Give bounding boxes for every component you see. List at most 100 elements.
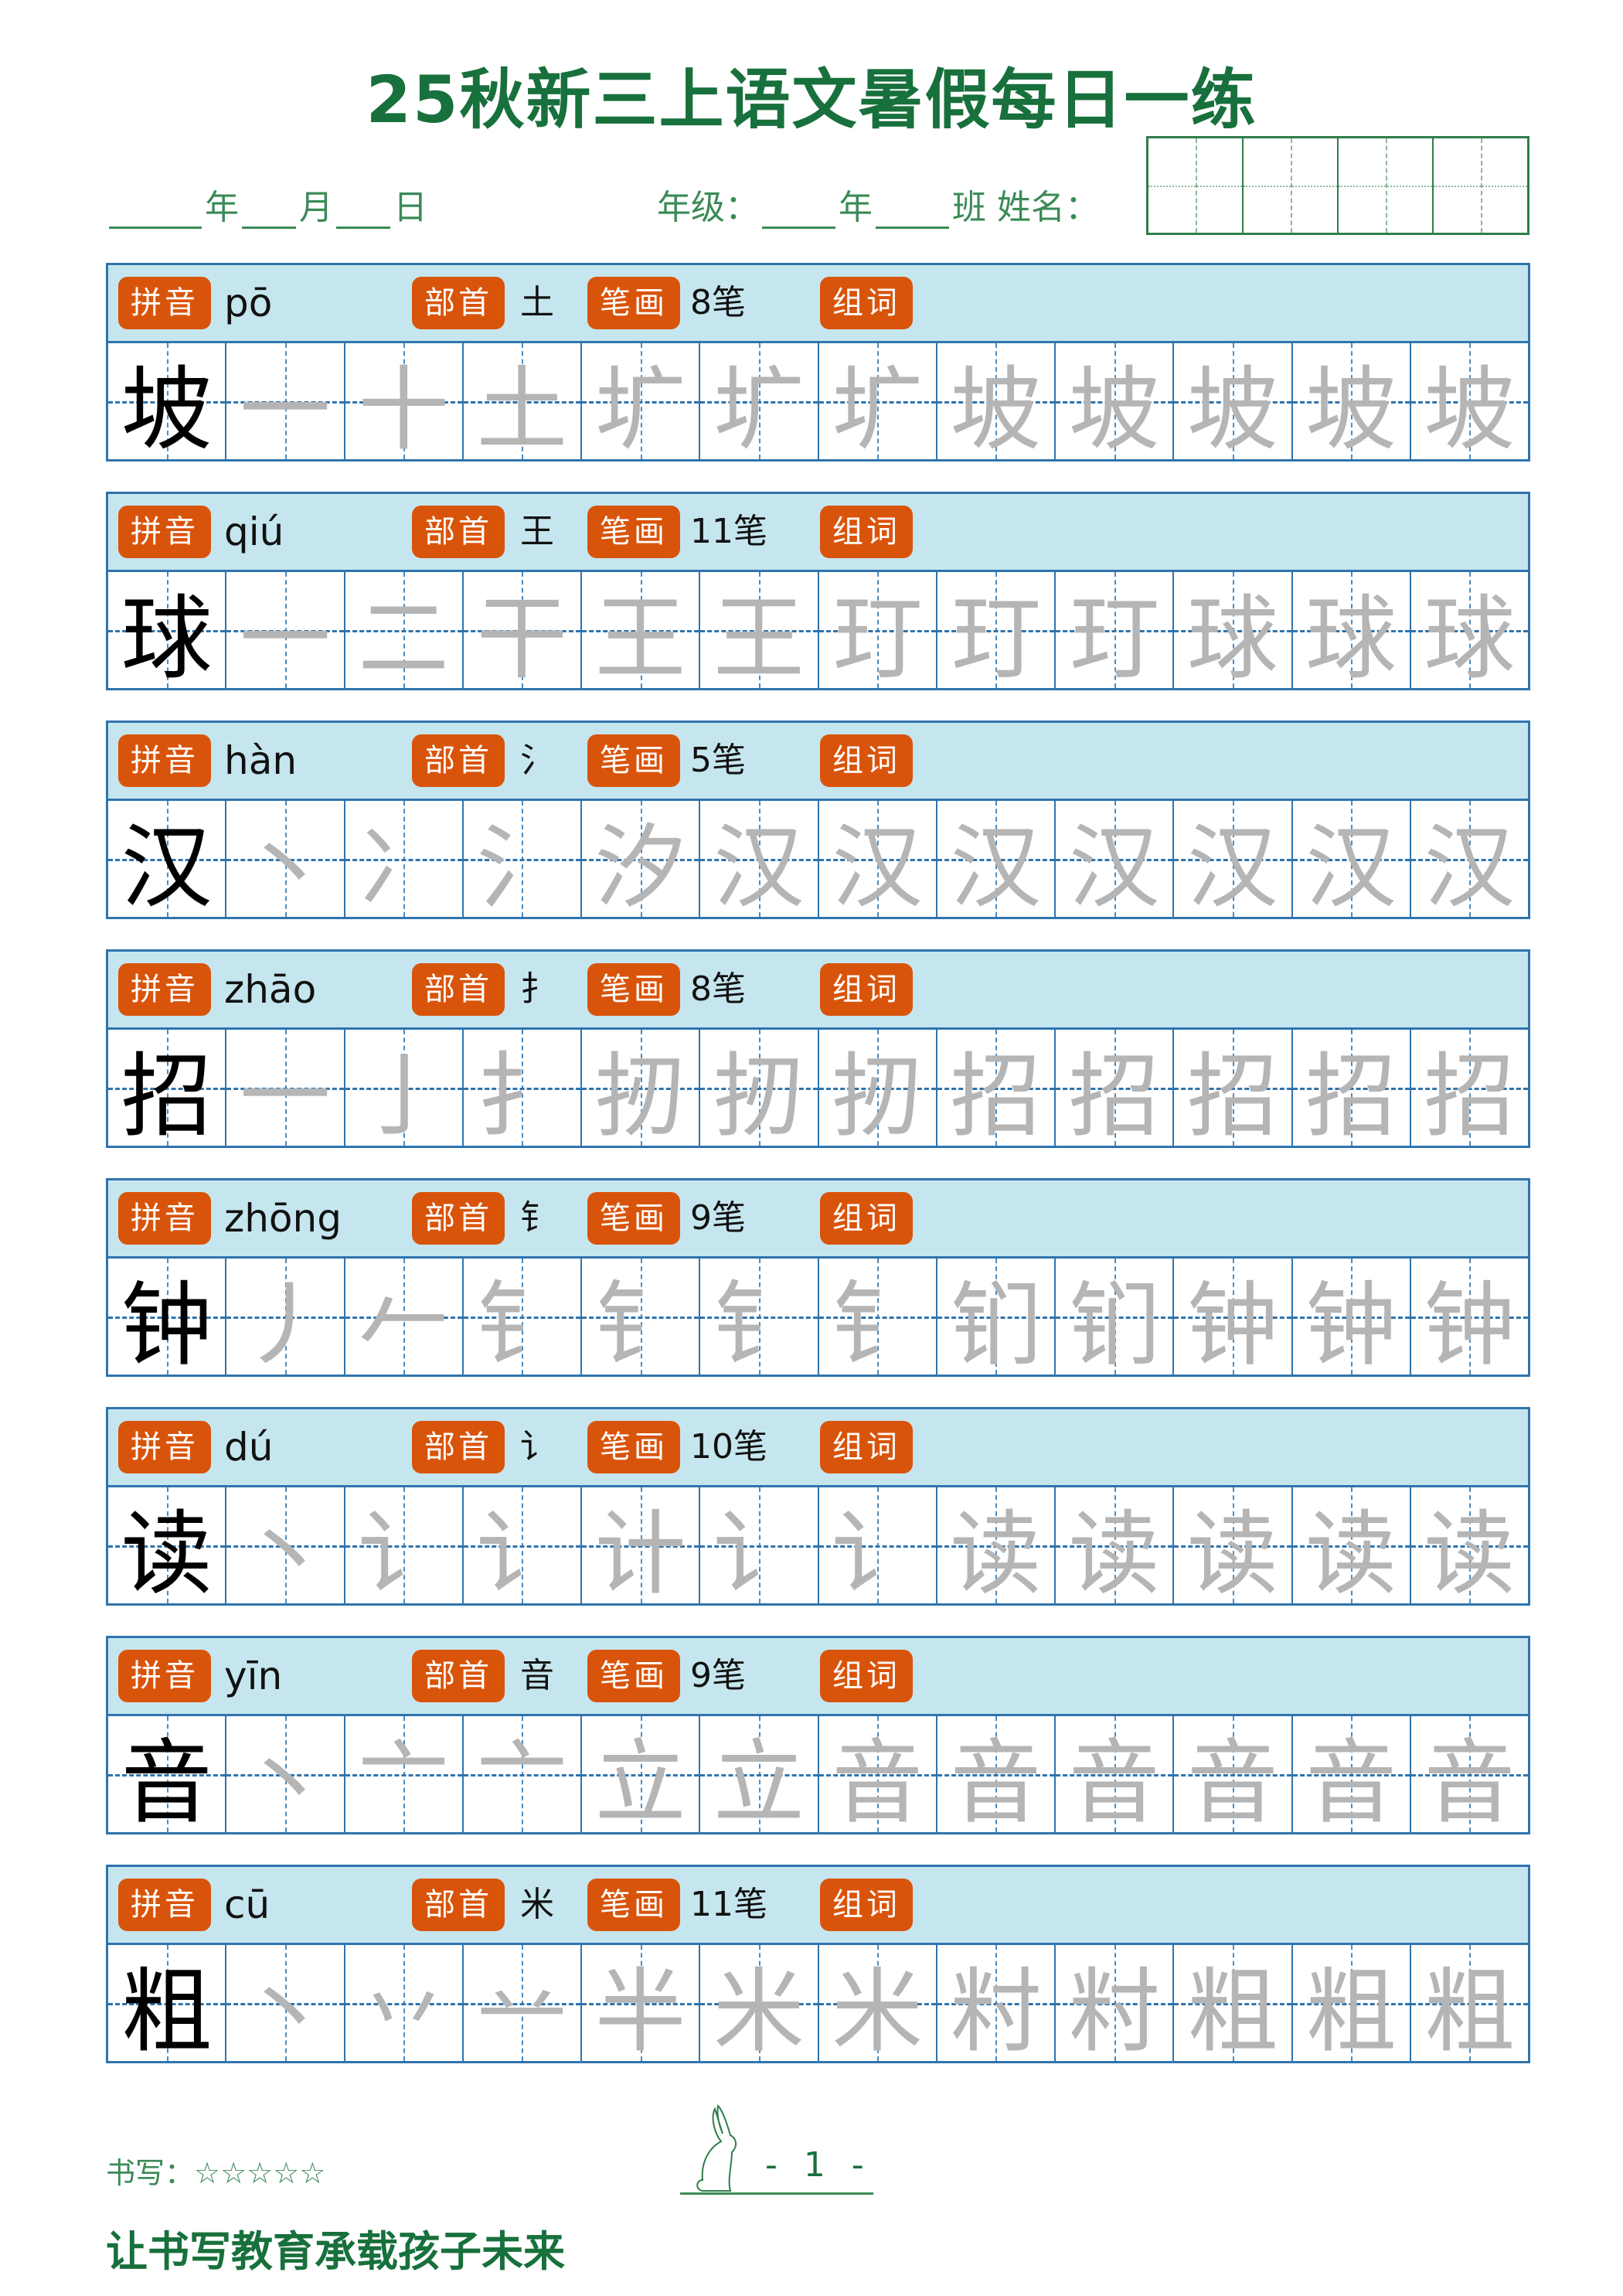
trace-cell[interactable]: 钔	[1056, 1259, 1175, 1378]
trace-cell[interactable]: 汉	[1292, 801, 1411, 921]
trace-cell[interactable]: 米	[700, 1945, 819, 2065]
trace-cell[interactable]: 招	[937, 1030, 1056, 1150]
trace-cell[interactable]: 圹	[582, 343, 701, 463]
trace-cell[interactable]: 钅	[700, 1259, 819, 1378]
month-blank[interactable]	[242, 196, 296, 229]
rating-stars[interactable]: ☆☆☆☆☆	[194, 2156, 326, 2190]
trace-cell[interactable]: 汉	[1056, 801, 1175, 921]
trace-cell[interactable]: 音	[1410, 1716, 1529, 1836]
trace-cell[interactable]: 玎	[937, 572, 1056, 692]
trace-cell[interactable]: 立	[700, 1716, 819, 1836]
trace-cell[interactable]: 球	[1174, 572, 1293, 692]
trace-cell[interactable]: 玎	[1056, 572, 1175, 692]
trace-cell[interactable]: 汉	[700, 801, 819, 921]
trace-cell[interactable]: 钔	[937, 1259, 1056, 1378]
trace-cell[interactable]: 汉	[1174, 801, 1293, 921]
trace-cell[interactable]: 坡	[1410, 343, 1529, 463]
trace-cell[interactable]: 土	[463, 343, 582, 463]
trace-cell[interactable]: 讠	[463, 1487, 582, 1607]
trace-cell[interactable]: 音	[818, 1716, 937, 1836]
name-cell[interactable]	[1148, 138, 1244, 233]
trace-cell[interactable]: 坡	[1056, 343, 1175, 463]
trace-cell[interactable]: 招	[1174, 1030, 1293, 1150]
trace-cell[interactable]: 𠂉	[345, 1259, 464, 1378]
trace-cell[interactable]: 钟	[1174, 1259, 1293, 1378]
trace-cell[interactable]: 坡	[937, 343, 1056, 463]
year-blank[interactable]	[109, 196, 202, 229]
trace-cell[interactable]: 亠	[463, 1716, 582, 1836]
name-box[interactable]	[1146, 136, 1529, 235]
trace-cell[interactable]: 丷	[345, 1945, 464, 2065]
trace-cell[interactable]: 音	[1174, 1716, 1293, 1836]
trace-cell[interactable]: 汉	[818, 801, 937, 921]
trace-cell[interactable]: 王	[582, 572, 701, 692]
trace-cell[interactable]: 一	[226, 572, 345, 692]
trace-cell[interactable]: 球	[1292, 572, 1411, 692]
trace-cell[interactable]: 读	[1410, 1487, 1529, 1607]
name-cell[interactable]	[1339, 138, 1434, 233]
trace-cell[interactable]: 氵	[463, 801, 582, 921]
trace-cell[interactable]: 扨	[582, 1030, 701, 1150]
trace-cell[interactable]: 亅	[345, 1030, 464, 1150]
trace-cell[interactable]: 汉	[937, 801, 1056, 921]
trace-cell[interactable]: 音	[1292, 1716, 1411, 1836]
trace-cell[interactable]: 王	[700, 572, 819, 692]
trace-cell[interactable]: 坡	[1292, 343, 1411, 463]
trace-cell[interactable]: 一	[226, 343, 345, 463]
trace-cell[interactable]: 读	[937, 1487, 1056, 1607]
trace-cell[interactable]: 球	[1410, 572, 1529, 692]
trace-cell[interactable]: 米	[818, 1945, 937, 2065]
trace-cell[interactable]: 粗	[1292, 1945, 1411, 2065]
trace-cell[interactable]: 丶	[226, 1716, 345, 1836]
grade-blank[interactable]	[762, 196, 835, 229]
trace-cell[interactable]: 籿	[937, 1945, 1056, 2065]
trace-cell[interactable]: 计	[582, 1487, 701, 1607]
trace-character: 坡	[950, 356, 1042, 463]
trace-cell[interactable]: 读	[1056, 1487, 1175, 1607]
trace-cell[interactable]: 讠	[345, 1487, 464, 1607]
trace-cell[interactable]: 汐	[582, 801, 701, 921]
trace-cell[interactable]: 粗	[1410, 1945, 1529, 2065]
trace-cell[interactable]: 读	[1174, 1487, 1293, 1607]
trace-cell[interactable]: 丶	[226, 1487, 345, 1607]
trace-cell[interactable]: 音	[1056, 1716, 1175, 1836]
trace-cell[interactable]: 圹	[700, 343, 819, 463]
trace-cell[interactable]: 一	[226, 1030, 345, 1150]
trace-cell[interactable]: 讠	[818, 1487, 937, 1607]
trace-cell[interactable]: 招	[1410, 1030, 1529, 1150]
trace-cell[interactable]: 扨	[700, 1030, 819, 1150]
day-blank[interactable]	[336, 196, 390, 229]
trace-cell[interactable]: 䒑	[463, 1945, 582, 2065]
trace-cell[interactable]: 读	[1292, 1487, 1411, 1607]
trace-cell[interactable]: 扌	[463, 1030, 582, 1150]
trace-cell[interactable]: 籿	[1056, 1945, 1175, 2065]
trace-cell[interactable]: 音	[937, 1716, 1056, 1836]
trace-cell[interactable]: 丶	[226, 1945, 345, 2065]
trace-cell[interactable]: 冫	[345, 801, 464, 921]
trace-cell[interactable]: 粗	[1174, 1945, 1293, 2065]
trace-cell[interactable]: 钅	[582, 1259, 701, 1378]
trace-cell[interactable]: 二	[345, 572, 464, 692]
trace-cell[interactable]: 玎	[818, 572, 937, 692]
trace-cell[interactable]: 立	[582, 1716, 701, 1836]
trace-cell[interactable]: 讠	[700, 1487, 819, 1607]
class-blank[interactable]	[876, 196, 949, 229]
trace-cell[interactable]: 钅	[818, 1259, 937, 1378]
trace-cell[interactable]: 招	[1056, 1030, 1175, 1150]
trace-cell[interactable]: 钟	[1292, 1259, 1411, 1378]
trace-cell[interactable]: 半	[582, 1945, 701, 2065]
trace-cell[interactable]: 扨	[818, 1030, 937, 1150]
trace-cell[interactable]: 丿	[226, 1259, 345, 1378]
trace-cell[interactable]: 招	[1292, 1030, 1411, 1150]
trace-cell[interactable]: 十	[345, 343, 464, 463]
name-cell[interactable]	[1244, 138, 1339, 233]
trace-cell[interactable]: 坡	[1174, 343, 1293, 463]
trace-cell[interactable]: 钅	[463, 1259, 582, 1378]
trace-cell[interactable]: 圹	[818, 343, 937, 463]
trace-cell[interactable]: 汉	[1410, 801, 1529, 921]
trace-cell[interactable]: 钟	[1410, 1259, 1529, 1378]
trace-cell[interactable]: 丶	[226, 801, 345, 921]
name-cell[interactable]	[1434, 138, 1527, 233]
trace-cell[interactable]: 亠	[345, 1716, 464, 1836]
trace-cell[interactable]: 干	[463, 572, 582, 692]
